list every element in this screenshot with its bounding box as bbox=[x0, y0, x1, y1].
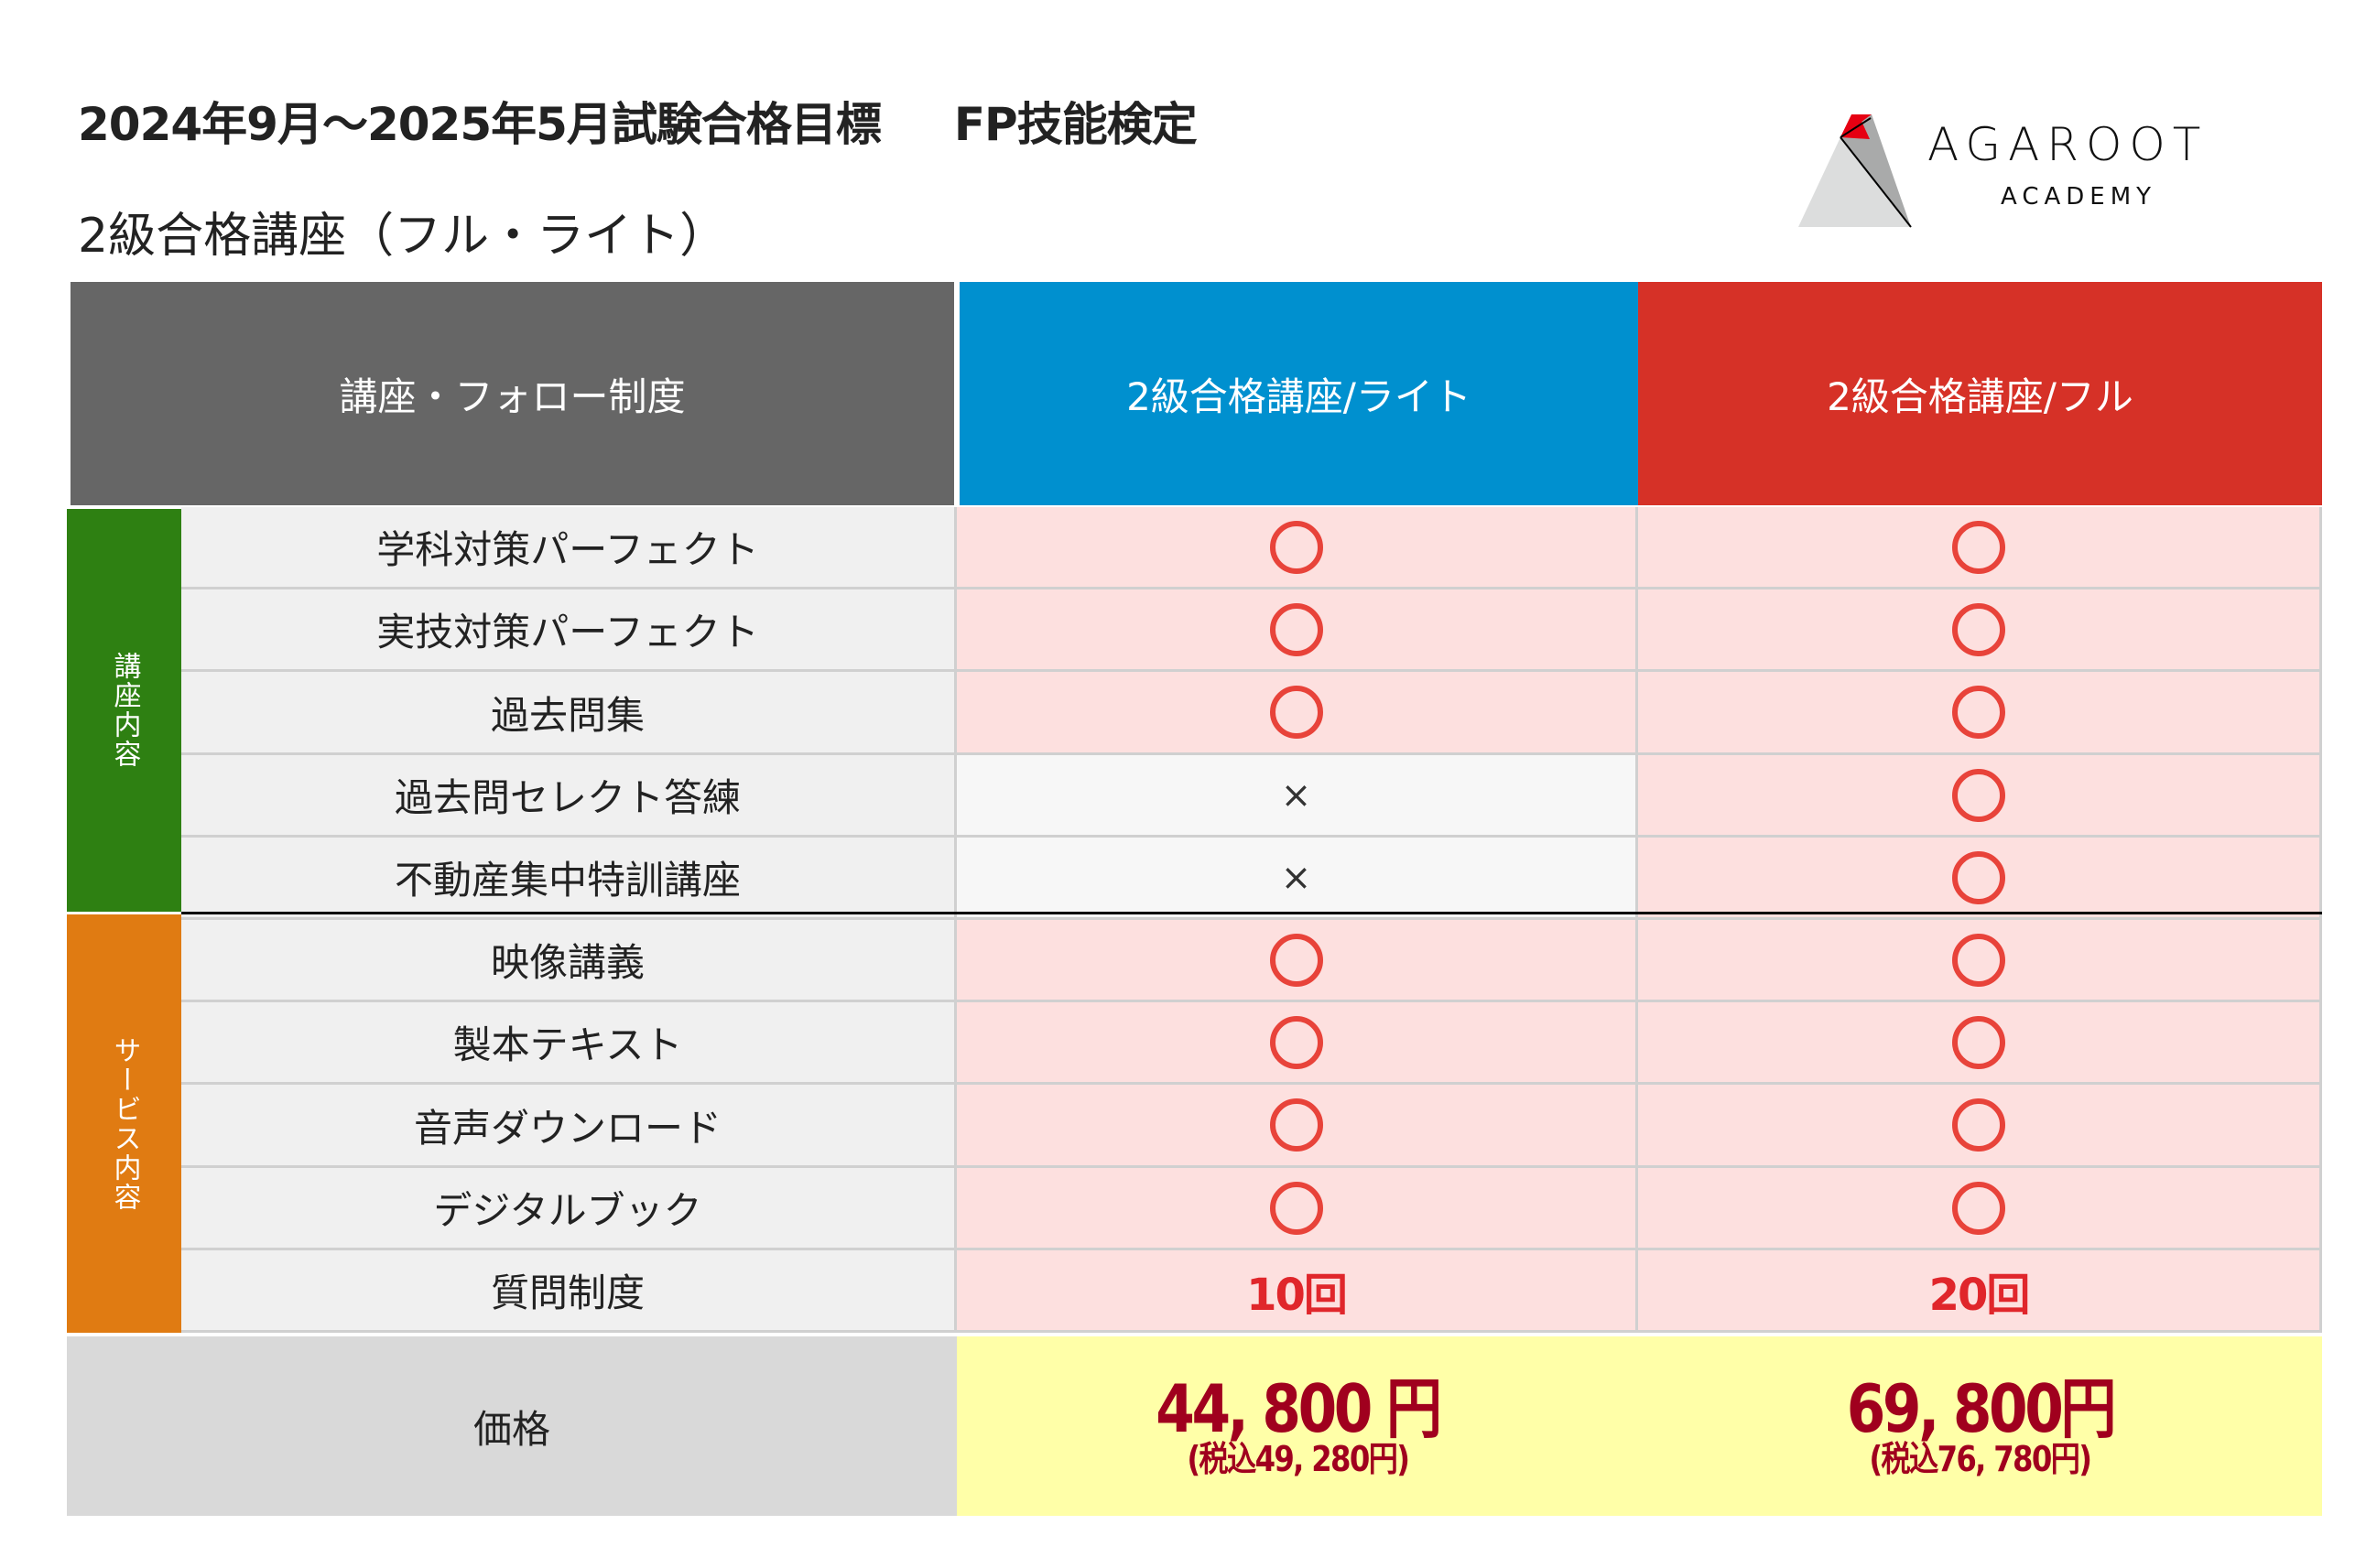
price-lite-tax: (税込49, 280円) bbox=[1187, 1439, 1410, 1479]
group-course-content: 講座内容 bbox=[67, 509, 181, 912]
row-label: 過去問セレクト答練 bbox=[181, 755, 957, 838]
price-lite-cell bbox=[957, 1336, 2322, 1516]
row-label: 製本テキスト bbox=[181, 1002, 957, 1085]
cell-lite bbox=[957, 920, 1638, 1002]
cell-full bbox=[1638, 1002, 2322, 1085]
included-circle-icon bbox=[1952, 686, 2005, 739]
row-label: 実技対策パーフェクト bbox=[181, 589, 957, 672]
exam-name: FP技能検定 bbox=[953, 98, 1198, 151]
included-circle-icon bbox=[1952, 520, 2005, 574]
question-count: 10回 bbox=[1246, 1269, 1348, 1321]
included-circle-icon bbox=[1269, 1181, 1323, 1235]
price-label: 価格 bbox=[472, 1406, 550, 1452]
not-included-cross-icon: × bbox=[1280, 773, 1312, 816]
included-circle-icon bbox=[1952, 768, 2005, 822]
logo-brand: AGAROOT bbox=[1927, 118, 2209, 171]
cell-lite: × bbox=[957, 755, 1638, 838]
included-circle-icon bbox=[1269, 520, 1323, 574]
group-service-content-label: サービス内容 bbox=[108, 1035, 141, 1212]
logo-triangle-icon bbox=[1798, 105, 1912, 228]
price-full-amount: 69, 800円 bbox=[1846, 1370, 2117, 1447]
row-label: 過去問集 bbox=[181, 672, 957, 755]
cell-lite bbox=[957, 1085, 1638, 1168]
agaroot-logo: AGAROOT ACADEMY bbox=[1795, 105, 2252, 233]
price-full-tax: (税込76, 780円) bbox=[1869, 1439, 2093, 1479]
included-circle-icon bbox=[1952, 1181, 2005, 1235]
included-circle-icon bbox=[1952, 1098, 2005, 1152]
row-label-text: 不動産集中特訓講座 bbox=[394, 858, 741, 903]
row-label-text: 質問制度 bbox=[490, 1271, 645, 1315]
row-label: 学科対策パーフェクト bbox=[181, 507, 957, 589]
row-label-text: 製本テキスト bbox=[452, 1022, 683, 1067]
col-header-full-label: 2級合格講座/フル bbox=[1827, 373, 2133, 419]
cell-lite bbox=[957, 1002, 1638, 1085]
included-circle-icon bbox=[1269, 1015, 1323, 1069]
row-label: デジタルブック bbox=[181, 1168, 957, 1250]
col-header-lite: 2級合格講座/ライト bbox=[960, 282, 1638, 505]
included-circle-icon bbox=[1952, 850, 2005, 904]
row-label: 音声ダウンロード bbox=[181, 1085, 957, 1168]
title-text: 2024年9月〜2025年5月試験合格目標 bbox=[78, 98, 882, 151]
group-course-content-label: 講座内容 bbox=[108, 652, 141, 769]
cell-lite bbox=[957, 507, 1638, 589]
cell-lite bbox=[957, 672, 1638, 755]
group-divider bbox=[181, 912, 2322, 914]
cell-full bbox=[1638, 672, 2322, 755]
included-circle-icon bbox=[1269, 933, 1323, 987]
row-label-text: 音声ダウンロード bbox=[413, 1105, 722, 1151]
cell-full bbox=[1638, 1085, 2322, 1168]
row-label-text: デジタルブック bbox=[433, 1188, 702, 1233]
row-label: 質問制度 bbox=[181, 1250, 957, 1333]
page-title: 2024年9月〜2025年5月試験合格目標 FP技能検定 bbox=[78, 88, 1198, 154]
included-circle-icon bbox=[1952, 933, 2005, 987]
included-circle-icon bbox=[1269, 602, 1323, 656]
price-lite: 44, 800 円 (税込49, 280円) bbox=[957, 1336, 1638, 1516]
not-included-cross-icon: × bbox=[1280, 856, 1312, 899]
included-circle-icon bbox=[1952, 1015, 2005, 1069]
cell-lite: 10回 bbox=[957, 1250, 1638, 1333]
question-count: 20回 bbox=[1928, 1269, 2031, 1321]
row-label-text: 学科対策パーフェクト bbox=[376, 527, 759, 572]
row-label-text: 過去問集 bbox=[490, 692, 645, 738]
cell-full bbox=[1638, 755, 2322, 838]
group-service-content: サービス内容 bbox=[67, 914, 181, 1333]
cell-full: 20回 bbox=[1638, 1250, 2322, 1333]
row-label-text: 過去問セレクト答練 bbox=[394, 775, 741, 820]
cell-full bbox=[1638, 1168, 2322, 1250]
cell-lite: × bbox=[957, 838, 1638, 920]
page-subtitle: 2級合格講座（フル・ライト） bbox=[78, 209, 728, 264]
cell-lite bbox=[957, 1168, 1638, 1250]
col-header-lite-label: 2級合格講座/ライト bbox=[1126, 373, 1471, 419]
row-label-text: 映像講義 bbox=[490, 940, 645, 985]
cell-full bbox=[1638, 507, 2322, 589]
row-label: 不動産集中特訓講座 bbox=[181, 838, 957, 920]
cell-full bbox=[1638, 920, 2322, 1002]
cell-full bbox=[1638, 838, 2322, 920]
row-label-text: 実技対策パーフェクト bbox=[376, 610, 759, 654]
included-circle-icon bbox=[1952, 602, 2005, 656]
col-header-feature: 講座・フォロー制度 bbox=[71, 282, 957, 505]
included-circle-icon bbox=[1269, 1098, 1323, 1152]
price-lite-amount: 44, 800 円 bbox=[1156, 1370, 1442, 1447]
row-label: 映像講義 bbox=[181, 920, 957, 1002]
logo-sub: ACADEMY bbox=[2001, 183, 2157, 211]
cell-full bbox=[1638, 589, 2322, 672]
price-label-cell: 価格 bbox=[67, 1336, 957, 1516]
price-full: 69, 800円 (税込76, 780円) bbox=[1638, 1336, 2322, 1516]
col-header-full: 2級合格講座/フル bbox=[1638, 282, 2322, 505]
included-circle-icon bbox=[1269, 686, 1323, 739]
col-header-feature-label: 講座・フォロー制度 bbox=[339, 373, 686, 419]
cell-lite bbox=[957, 589, 1638, 672]
